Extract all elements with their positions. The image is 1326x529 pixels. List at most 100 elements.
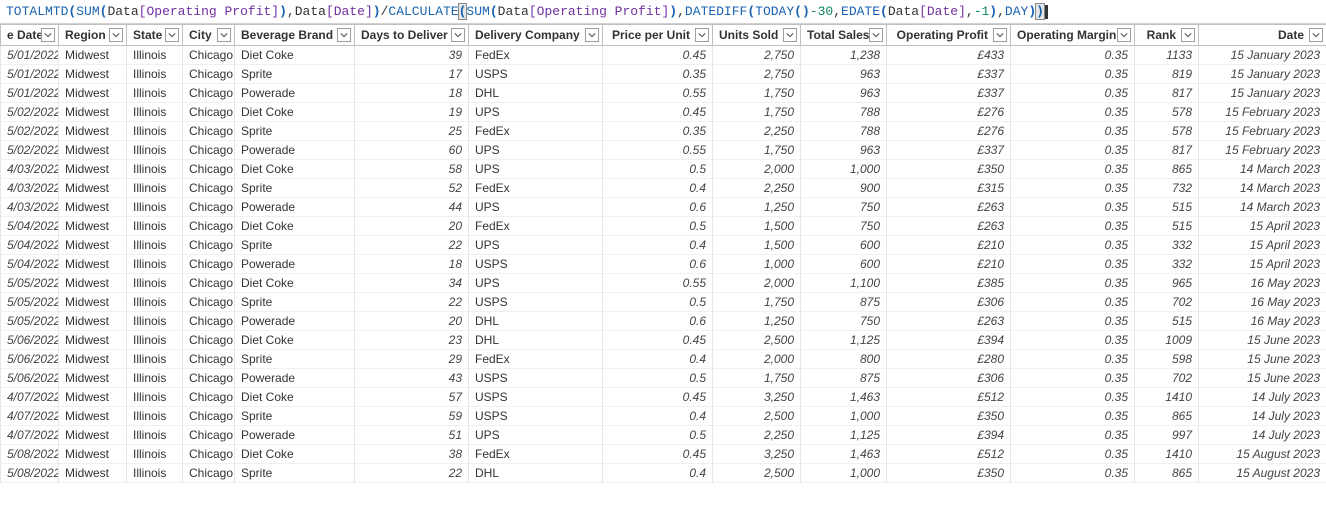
cell-region[interactable]: Midwest (59, 426, 127, 445)
cell-sales[interactable]: 1,100 (801, 274, 887, 293)
cell-date[interactable]: 15 August 2023 (1199, 464, 1326, 483)
cell-days[interactable]: 22 (355, 236, 469, 255)
cell-units[interactable]: 2,000 (713, 160, 801, 179)
cell-units[interactable]: 1,500 (713, 236, 801, 255)
cell-profit[interactable]: £337 (887, 84, 1011, 103)
cell-sales[interactable]: 1,125 (801, 331, 887, 350)
cell-days[interactable]: 19 (355, 103, 469, 122)
cell-state[interactable]: Illinois (127, 293, 183, 312)
cell-brand[interactable]: Sprite (235, 407, 355, 426)
cell-date[interactable]: 14 March 2023 (1199, 160, 1326, 179)
cell-delco[interactable]: FedEx (469, 445, 603, 464)
cell-margin[interactable]: 0.35 (1011, 407, 1135, 426)
cell-date[interactable]: 15 August 2023 (1199, 445, 1326, 464)
cell-rank[interactable]: 702 (1135, 293, 1199, 312)
cell-city[interactable]: Chicago (183, 388, 235, 407)
filter-dropdown-icon[interactable] (1309, 28, 1323, 42)
table-row[interactable]: 5/02/2022MidwestIllinoisChicagoSprite25F… (1, 122, 1326, 141)
cell-city[interactable]: Chicago (183, 464, 235, 483)
cell-brand[interactable]: Sprite (235, 293, 355, 312)
cell-delco[interactable]: DHL (469, 84, 603, 103)
cell-margin[interactable]: 0.35 (1011, 388, 1135, 407)
cell-ppu[interactable]: 0.35 (603, 65, 713, 84)
cell-margin[interactable]: 0.35 (1011, 103, 1135, 122)
cell-sales[interactable]: 1,463 (801, 388, 887, 407)
column-header-delco[interactable]: Delivery Company (469, 25, 603, 46)
cell-brand[interactable]: Powerade (235, 141, 355, 160)
cell-delco[interactable]: FedEx (469, 122, 603, 141)
table-row[interactable]: 5/01/2022MidwestIllinoisChicagoSprite17U… (1, 65, 1326, 84)
cell-city[interactable]: Chicago (183, 179, 235, 198)
cell-ppu[interactable]: 0.45 (603, 103, 713, 122)
cell-units[interactable]: 1,750 (713, 103, 801, 122)
cell-profit[interactable]: £337 (887, 65, 1011, 84)
cell-brand[interactable]: Diet Coke (235, 388, 355, 407)
cell-date[interactable]: 15 June 2023 (1199, 331, 1326, 350)
column-header-date[interactable]: Date (1199, 25, 1326, 46)
cell-profit[interactable]: £263 (887, 312, 1011, 331)
table-row[interactable]: 5/06/2022MidwestIllinoisChicagoDiet Coke… (1, 331, 1326, 350)
cell-days[interactable]: 23 (355, 331, 469, 350)
cell-brand[interactable]: Powerade (235, 84, 355, 103)
cell-days[interactable]: 57 (355, 388, 469, 407)
cell-state[interactable]: Illinois (127, 388, 183, 407)
column-header-edate[interactable]: e Date (1, 25, 59, 46)
cell-margin[interactable]: 0.35 (1011, 122, 1135, 141)
cell-rank[interactable]: 515 (1135, 312, 1199, 331)
cell-date[interactable]: 15 February 2023 (1199, 103, 1326, 122)
table-row[interactable]: 5/04/2022MidwestIllinoisChicagoSprite22U… (1, 236, 1326, 255)
table-row[interactable]: 5/01/2022MidwestIllinoisChicagoPowerade1… (1, 84, 1326, 103)
table-row[interactable]: 5/08/2022MidwestIllinoisChicagoSprite22D… (1, 464, 1326, 483)
cell-edate[interactable]: 5/02/2022 (1, 103, 59, 122)
cell-profit[interactable]: £210 (887, 236, 1011, 255)
cell-rank[interactable]: 1009 (1135, 331, 1199, 350)
cell-city[interactable]: Chicago (183, 255, 235, 274)
cell-profit[interactable]: £350 (887, 407, 1011, 426)
cell-days[interactable]: 51 (355, 426, 469, 445)
cell-margin[interactable]: 0.35 (1011, 179, 1135, 198)
cell-profit[interactable]: £350 (887, 160, 1011, 179)
cell-brand[interactable]: Powerade (235, 369, 355, 388)
cell-date[interactable]: 16 May 2023 (1199, 293, 1326, 312)
cell-state[interactable]: Illinois (127, 464, 183, 483)
cell-delco[interactable]: USPS (469, 293, 603, 312)
cell-city[interactable]: Chicago (183, 122, 235, 141)
cell-rank[interactable]: 332 (1135, 255, 1199, 274)
cell-edate[interactable]: 5/08/2022 (1, 464, 59, 483)
cell-margin[interactable]: 0.35 (1011, 331, 1135, 350)
cell-city[interactable]: Chicago (183, 217, 235, 236)
cell-region[interactable]: Midwest (59, 312, 127, 331)
cell-sales[interactable]: 600 (801, 236, 887, 255)
cell-ppu[interactable]: 0.6 (603, 198, 713, 217)
cell-rank[interactable]: 578 (1135, 122, 1199, 141)
cell-rank[interactable]: 598 (1135, 350, 1199, 369)
cell-profit[interactable]: £337 (887, 141, 1011, 160)
table-row[interactable]: 5/05/2022MidwestIllinoisChicagoSprite22U… (1, 293, 1326, 312)
cell-rank[interactable]: 817 (1135, 84, 1199, 103)
cell-units[interactable]: 1,750 (713, 84, 801, 103)
cell-city[interactable]: Chicago (183, 236, 235, 255)
cell-region[interactable]: Midwest (59, 255, 127, 274)
cell-region[interactable]: Midwest (59, 293, 127, 312)
cell-brand[interactable]: Diet Coke (235, 445, 355, 464)
cell-region[interactable]: Midwest (59, 217, 127, 236)
cell-edate[interactable]: 5/01/2022 (1, 46, 59, 65)
cell-sales[interactable]: 1,000 (801, 407, 887, 426)
cell-date[interactable]: 14 July 2023 (1199, 388, 1326, 407)
cell-sales[interactable]: 1,125 (801, 426, 887, 445)
cell-sales[interactable]: 875 (801, 293, 887, 312)
cell-rank[interactable]: 1133 (1135, 46, 1199, 65)
cell-margin[interactable]: 0.35 (1011, 65, 1135, 84)
cell-rank[interactable]: 865 (1135, 160, 1199, 179)
cell-region[interactable]: Midwest (59, 122, 127, 141)
cell-state[interactable]: Illinois (127, 426, 183, 445)
cell-brand[interactable]: Powerade (235, 255, 355, 274)
cell-state[interactable]: Illinois (127, 445, 183, 464)
cell-region[interactable]: Midwest (59, 46, 127, 65)
cell-ppu[interactable]: 0.45 (603, 388, 713, 407)
cell-rank[interactable]: 732 (1135, 179, 1199, 198)
cell-sales[interactable]: 788 (801, 103, 887, 122)
cell-delco[interactable]: USPS (469, 369, 603, 388)
cell-edate[interactable]: 4/03/2022 (1, 160, 59, 179)
cell-profit[interactable]: £512 (887, 445, 1011, 464)
